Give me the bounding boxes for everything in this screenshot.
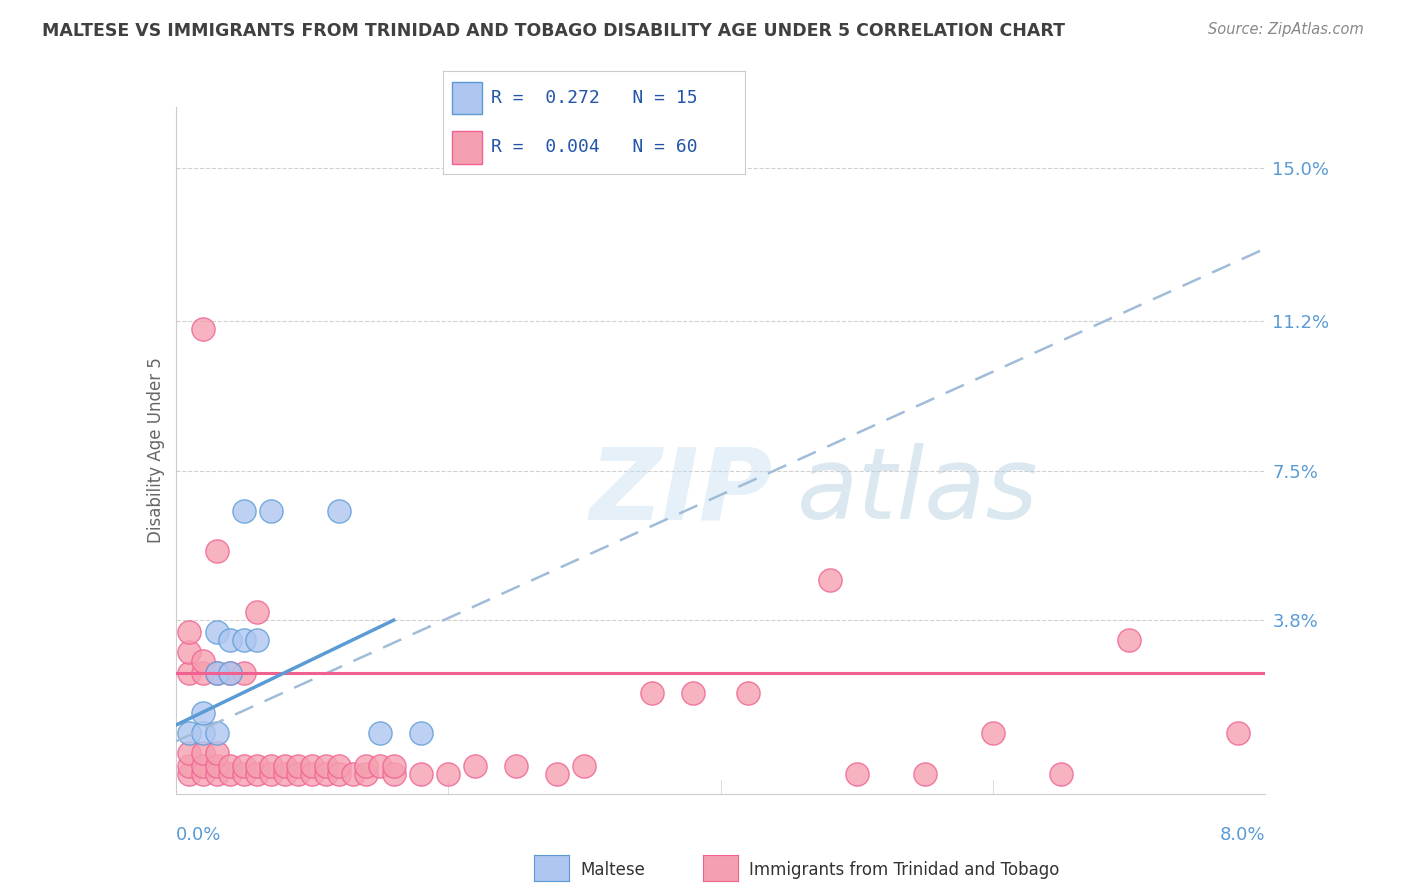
Text: ZIP: ZIP (591, 443, 773, 541)
Point (1227, 726, 1250, 740)
Point (179, 665, 201, 680)
Y-axis label: Disability Age Under 5: Disability Age Under 5 (146, 358, 165, 543)
Point (191, 726, 214, 740)
Point (682, 686, 704, 700)
Point (246, 758, 269, 772)
Point (574, 758, 596, 772)
Text: Maltese: Maltese (581, 861, 645, 879)
Point (205, 544, 228, 558)
Point (1118, 633, 1140, 648)
Point (191, 706, 214, 720)
Text: atlas: atlas (797, 443, 1039, 541)
Point (191, 665, 214, 680)
Point (219, 766, 242, 780)
Point (328, 504, 350, 518)
Point (205, 726, 228, 740)
Point (260, 758, 283, 772)
Point (382, 758, 405, 772)
Point (818, 573, 841, 587)
Point (205, 665, 228, 680)
Point (260, 504, 283, 518)
Point (246, 766, 269, 780)
Point (219, 758, 242, 772)
Point (260, 766, 283, 780)
Point (356, 766, 378, 780)
Point (274, 766, 297, 780)
Text: 8.0%: 8.0% (1220, 826, 1265, 844)
Point (464, 758, 486, 772)
Bar (451, 131, 482, 163)
Point (981, 726, 1004, 740)
Point (179, 645, 201, 659)
Point (315, 766, 337, 780)
Point (232, 766, 254, 780)
Point (179, 758, 201, 772)
Point (179, 766, 201, 780)
Point (546, 766, 568, 780)
Point (274, 758, 297, 772)
Point (328, 758, 350, 772)
Point (287, 758, 309, 772)
Point (232, 504, 254, 518)
Point (641, 686, 664, 700)
Point (179, 726, 201, 740)
Text: MALTESE VS IMMIGRANTS FROM TRINIDAD AND TOBAGO DISABILITY AGE UNDER 5 CORRELATIO: MALTESE VS IMMIGRANTS FROM TRINIDAD AND … (42, 22, 1066, 40)
Point (342, 766, 364, 780)
Point (219, 633, 242, 648)
Point (191, 747, 214, 761)
Point (232, 758, 254, 772)
Text: Source: ZipAtlas.com: Source: ZipAtlas.com (1208, 22, 1364, 37)
Point (914, 766, 936, 780)
Point (191, 758, 214, 772)
Point (179, 625, 201, 640)
Point (219, 665, 242, 680)
Point (368, 726, 391, 740)
Point (301, 758, 323, 772)
Point (382, 766, 405, 780)
Point (179, 747, 201, 761)
Text: 0.0%: 0.0% (176, 826, 221, 844)
Text: R =  0.272   N = 15: R = 0.272 N = 15 (491, 89, 697, 107)
Point (845, 766, 868, 780)
Point (232, 633, 254, 648)
Point (205, 625, 228, 640)
Point (505, 758, 527, 772)
Point (205, 758, 228, 772)
Point (409, 766, 432, 780)
Bar (451, 81, 482, 114)
Point (437, 766, 460, 780)
Point (409, 726, 432, 740)
Point (191, 322, 214, 336)
Point (205, 747, 228, 761)
Point (205, 665, 228, 680)
Point (356, 758, 378, 772)
Point (287, 766, 309, 780)
Point (737, 686, 759, 700)
Point (191, 766, 214, 780)
Point (368, 758, 391, 772)
Point (191, 654, 214, 668)
Text: Immigrants from Trinidad and Tobago: Immigrants from Trinidad and Tobago (749, 861, 1060, 879)
Point (246, 633, 269, 648)
Point (315, 758, 337, 772)
Point (205, 766, 228, 780)
Text: R =  0.004   N = 60: R = 0.004 N = 60 (491, 138, 697, 156)
Point (301, 766, 323, 780)
Point (219, 665, 242, 680)
Point (1050, 766, 1073, 780)
Point (328, 766, 350, 780)
Point (246, 605, 269, 619)
Point (232, 665, 254, 680)
